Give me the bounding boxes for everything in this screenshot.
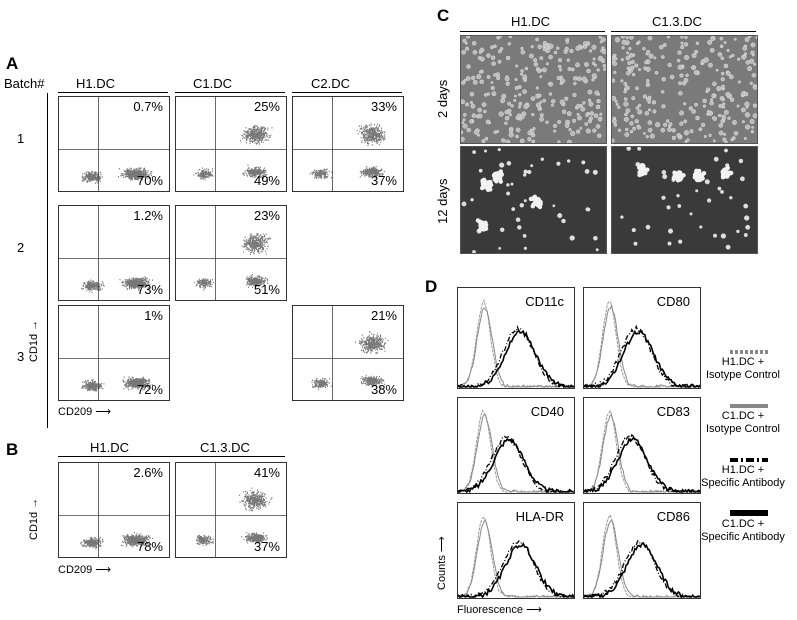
panel-a-col-c2dc: C2.DC (311, 76, 351, 91)
legend-c1dc-isotype: C1.DC + Isotype Control (688, 410, 797, 436)
flow-plot-a-c1dc-batch2: 23% 51% (175, 205, 287, 301)
pct-upper-right: 2.6% (133, 465, 163, 480)
micrograph-h1dc-2days (460, 35, 607, 144)
panel-a-y-axis-label: CD1d → (28, 319, 40, 362)
pct-upper-right: 0.7% (133, 99, 163, 114)
marker-label: CD86 (656, 509, 690, 524)
legend-c1dc-specific: C1.DC + Specific Antibody (688, 518, 797, 544)
panel-a-col-h1dc: H1.DC (76, 76, 116, 91)
panel-a-row-3: 3 (17, 349, 25, 364)
panel-c-col-c13dc: C1.3.DC (652, 14, 702, 29)
panel-a-col-rule-1 (58, 92, 168, 93)
flow-plot-b-c13dc: 41% 37% (175, 462, 287, 558)
flow-plot-a-h1dc-batch3: 1% 72% (58, 305, 170, 401)
histogram-cd40: CD40 (457, 397, 575, 494)
x-axis-text: Fluorescence (457, 604, 524, 616)
marker-label: CD80 (656, 294, 690, 309)
batch-axis-line (47, 93, 48, 428)
legend-line1: H1.DC + (721, 464, 765, 476)
panel-c-row-2days: 2 days (435, 79, 450, 118)
pct-lower-right: 51% (253, 282, 280, 297)
legend-line1: C1.DC + (721, 518, 765, 530)
pct-upper-right: 21% (370, 308, 397, 323)
panel-a-col-rule-2 (175, 92, 285, 93)
y-axis-text: CD1d (28, 511, 40, 540)
marker-label: CD11c (525, 294, 564, 309)
panel-d-x-axis-label: Fluorescence ⟶ (457, 604, 542, 616)
panel-b-letter: B (6, 440, 19, 459)
flow-plot-a-h1dc-batch1: 0.7% 70% (58, 96, 170, 192)
panel-b-col-rule (58, 456, 285, 457)
panel-b-y-axis-label: CD1d → (28, 497, 40, 540)
legend-line2: Isotype Control (706, 369, 780, 381)
panel-d-letter: D (425, 277, 438, 296)
legend-h1dc-isotype: H1.DC + Isotype Control (688, 356, 797, 382)
panel-a-row-2: 2 (17, 240, 25, 255)
flow-plot-a-c1dc-batch1: 25% 49% (175, 96, 287, 192)
panel-b-col-h1dc: H1.DC (90, 440, 130, 455)
histogram-hla-dr: HLA-DR (457, 502, 575, 599)
pct-lower-right: 38% (370, 382, 397, 397)
histogram-cd83: CD83 (583, 397, 701, 494)
marker-label: CD40 (530, 404, 564, 419)
legend-line2: Specific Antibody (701, 477, 785, 489)
histogram-cd86: CD86 (583, 502, 701, 599)
pct-lower-right: 37% (253, 539, 280, 554)
panel-b-col-c13dc: C1.3.DC (200, 440, 250, 455)
legend-swatches (730, 350, 768, 516)
panel-b-x-axis-label: CD209 ⟶ (58, 564, 112, 576)
batch-label: Batch# (4, 76, 45, 91)
panel-a-row-1: 1 (17, 131, 25, 146)
pct-lower-right: 78% (136, 539, 163, 554)
pct-upper-right: 33% (370, 99, 397, 114)
flow-plot-b-h1dc: 2.6% 78% (58, 462, 170, 558)
panel-c-col-rule-2 (611, 31, 756, 32)
panel-a-col-c1dc: C1.DC (193, 76, 233, 91)
panel-a-letter: A (6, 54, 19, 73)
pct-lower-right: 73% (136, 282, 163, 297)
pct-upper-right: 41% (253, 465, 280, 480)
flow-plot-a-c2dc-batch1: 33% 37% (292, 96, 404, 192)
legend-h1dc-specific: H1.DC + Specific Antibody (688, 464, 797, 490)
panel-a-col-rule-3 (292, 92, 402, 93)
micrograph-c13dc-12days (611, 146, 758, 254)
pct-lower-right: 72% (136, 382, 163, 397)
micrograph-c13dc-2days (611, 35, 758, 144)
histogram-cd11c: CD11c (457, 287, 575, 389)
x-axis-text: CD209 (58, 564, 93, 576)
flow-plot-a-h1dc-batch2: 1.2% 73% (58, 205, 170, 301)
panel-c-col-rule-1 (460, 31, 605, 32)
panel-c-letter: C (437, 6, 450, 25)
pct-lower-right: 37% (370, 173, 397, 188)
panel-d-y-axis-label: Counts ⟶ (436, 536, 448, 590)
pct-lower-right: 49% (253, 173, 280, 188)
marker-label: CD83 (656, 404, 690, 419)
y-axis-text: Counts (436, 555, 448, 590)
legend-line2: Isotype Control (706, 423, 780, 435)
x-axis-text: CD209 (58, 406, 93, 418)
pct-upper-right: 1% (144, 308, 163, 323)
marker-label: HLA-DR (515, 509, 564, 524)
panel-c-row-12days: 12 days (435, 178, 450, 224)
pct-upper-right: 1.2% (133, 208, 163, 223)
legend-line2: Specific Antibody (701, 531, 785, 543)
pct-upper-right: 25% (253, 99, 280, 114)
panel-c-col-h1dc: H1.DC (511, 14, 551, 29)
flow-plot-a-c2dc-batch3: 21% 38% (292, 305, 404, 401)
y-axis-text: CD1d (28, 333, 40, 362)
legend-line1: H1.DC + (721, 356, 765, 368)
panel-a-x-axis-label: CD209 ⟶ (58, 406, 112, 418)
pct-lower-right: 70% (136, 173, 163, 188)
histogram-cd80: CD80 (583, 287, 701, 389)
micrograph-h1dc-12days (460, 146, 607, 254)
legend-line1: C1.DC + (721, 410, 765, 422)
pct-upper-right: 23% (253, 208, 280, 223)
